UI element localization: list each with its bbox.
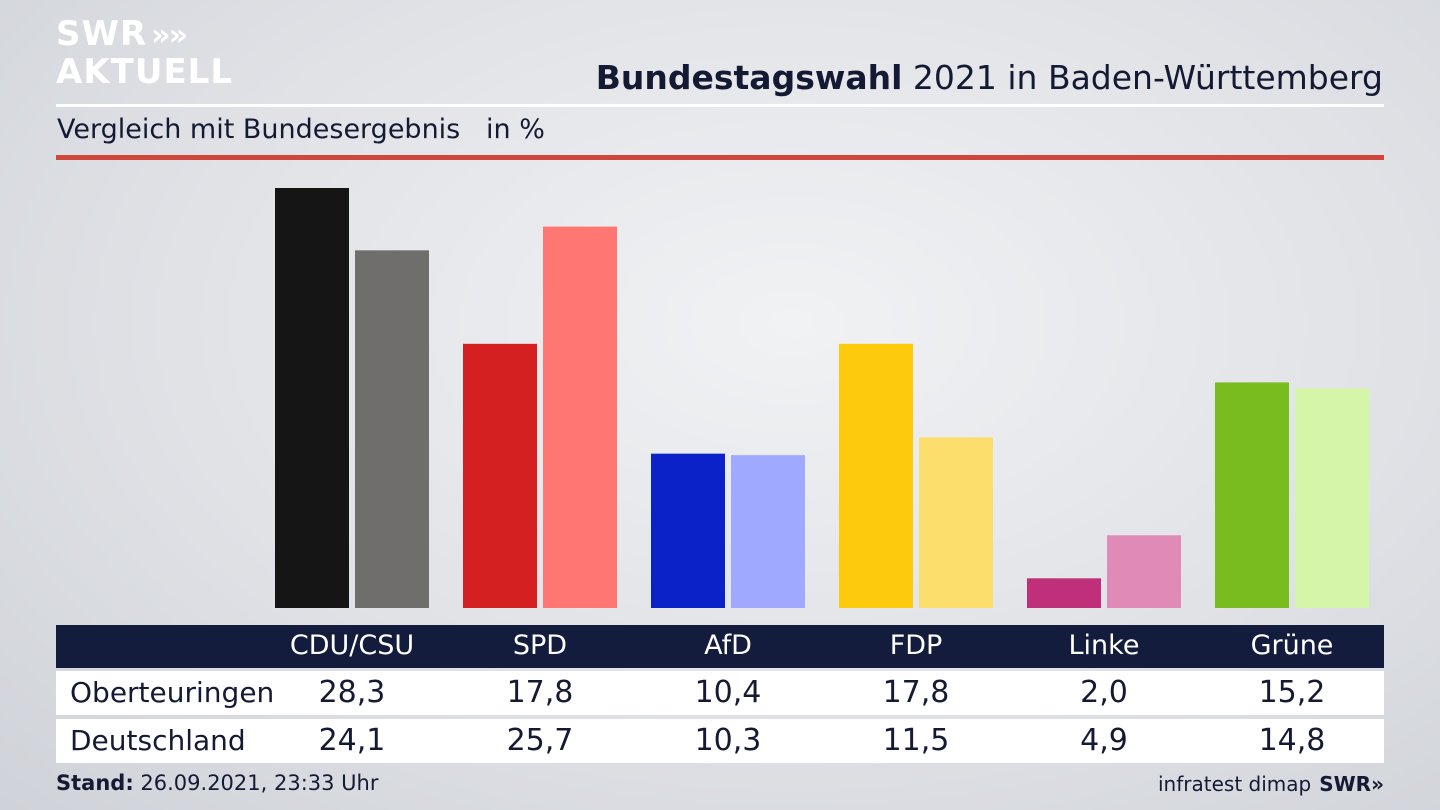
results-table: CDU/CSU SPD AfD FDP Linke Grüne Oberteuringen… <box>56 625 1384 763</box>
value-spd-deutschland: 25,7 <box>506 723 574 758</box>
value-linke-deutschland: 4,9 <box>1080 723 1128 758</box>
column-header-afd: AfD <box>704 630 752 661</box>
title-divider <box>56 104 1384 107</box>
source-credit: infratest dimap SWR» <box>1158 772 1384 796</box>
bar-cdu-csu-deutschland <box>355 250 429 608</box>
bar-fdp-oberteuringen <box>839 343 913 608</box>
table-row-deutschland: Deutschland 24,1 25,7 10,3 11,5 4,9 14,8 <box>56 719 1384 763</box>
column-header-linke: Linke <box>1068 630 1140 661</box>
value-cdu-csu-deutschland: 24,1 <box>318 723 386 758</box>
value-gruene-deutschland: 14,8 <box>1258 723 1326 758</box>
value-afd-deutschland: 10,3 <box>694 723 762 758</box>
value-spd-oberteuringen: 17,8 <box>506 675 574 710</box>
row-label: Oberteuringen <box>70 676 275 709</box>
title-bold: Bundestagswahl <box>595 58 903 97</box>
value-fdp-oberteuringen: 17,8 <box>882 675 950 710</box>
bar-fdp-deutschland <box>919 437 993 608</box>
subtitle-divider <box>56 155 1384 160</box>
swr-aktuell-logo: SWR»» AKTUELL <box>56 16 233 90</box>
page-title: Bundestagswahl 2021 in Baden-Württemberg <box>596 58 1383 97</box>
value-linke-oberteuringen: 2,0 <box>1080 675 1128 710</box>
table-header: CDU/CSU SPD AfD FDP Linke Grüne <box>56 625 1384 668</box>
bar-linke-deutschland <box>1107 535 1181 608</box>
row-label: Deutschland <box>70 724 246 757</box>
bar-chart <box>275 188 1369 608</box>
value-fdp-deutschland: 11,5 <box>882 723 950 758</box>
logo-aktuell-text: AKTUELL <box>56 52 234 92</box>
bar-afd-deutschland <box>731 455 805 608</box>
bar-gruene-deutschland <box>1295 388 1369 608</box>
swr-small-logo: SWR» <box>1319 772 1384 796</box>
table-row-oberteuringen: Oberteuringen 28,3 17,8 10,4 17,8 2,0 15,2 <box>56 671 1384 715</box>
value-afd-oberteuringen: 10,4 <box>694 675 762 710</box>
stand-label: Stand: <box>56 771 134 795</box>
bar-linke-oberteuringen <box>1027 578 1101 608</box>
stand-value: 26.09.2021, 23:33 Uhr <box>133 771 379 795</box>
timestamp: Stand: 26.09.2021, 23:33 Uhr <box>56 771 379 795</box>
bar-spd-oberteuringen <box>463 343 537 608</box>
bar-gruene-oberteuringen <box>1215 382 1289 608</box>
column-header-gruene: Grüne <box>1250 630 1334 661</box>
chart-subtitle: Vergleich mit Bundesergebnis in % <box>57 114 545 145</box>
bar-spd-deutschland <box>543 226 617 608</box>
source-text: infratest dimap <box>1158 772 1312 796</box>
bar-cdu-csu-oberteuringen <box>275 188 349 608</box>
logo-swr-text: SWR <box>56 14 148 54</box>
title-rest: 2021 in Baden-Württemberg <box>902 58 1383 97</box>
column-header-spd: SPD <box>512 630 568 661</box>
column-header-cdu-csu: CDU/CSU <box>289 630 415 661</box>
value-cdu-csu-oberteuringen: 28,3 <box>318 675 386 710</box>
bar-afd-oberteuringen <box>651 453 725 608</box>
value-gruene-oberteuringen: 15,2 <box>1258 675 1326 710</box>
column-header-fdp: FDP <box>889 630 943 661</box>
